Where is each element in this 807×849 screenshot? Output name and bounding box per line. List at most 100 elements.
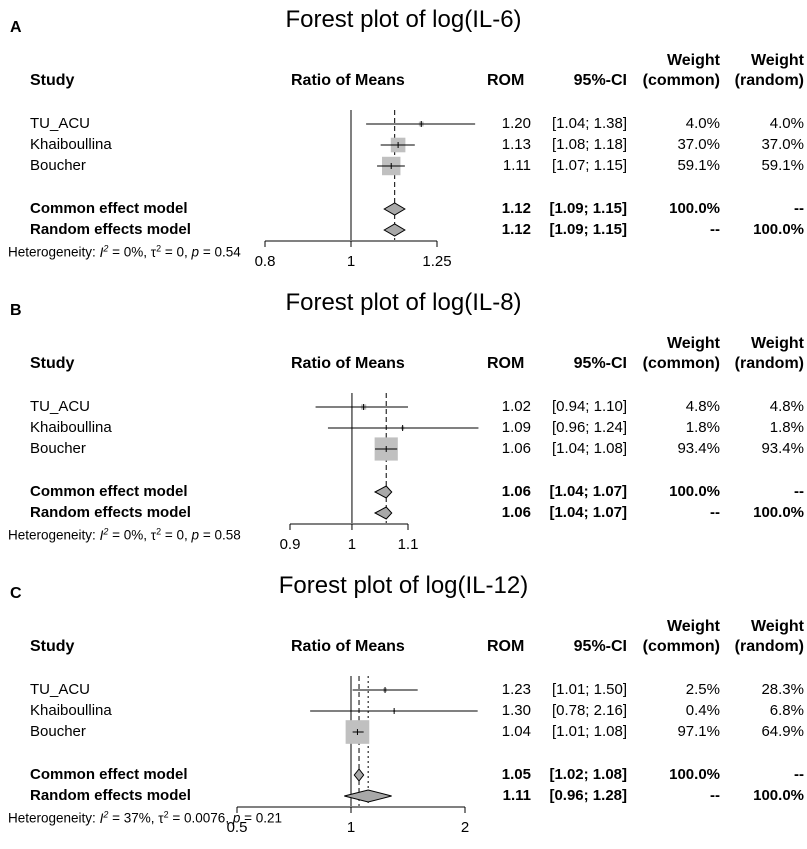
rom-value: 1.23 — [501, 681, 531, 698]
weight-common-value: 100.0% — [669, 483, 720, 500]
rom-value: 1.11 — [502, 787, 531, 804]
weight-common-value: 100.0% — [669, 766, 720, 783]
rom-value: 1.12 — [501, 221, 531, 238]
header-weight-random-2: (random) — [734, 638, 804, 655]
rom-value: 1.11 — [502, 157, 531, 174]
x-tick-label: 0.9 — [280, 536, 301, 553]
header-plot: Ratio of Means — [291, 355, 405, 372]
weight-random-value: 37.0% — [761, 136, 804, 153]
weight-common-value: -- — [710, 221, 720, 238]
header-plot: Ratio of Means — [291, 72, 405, 89]
study-name: TU_ACU — [30, 115, 91, 132]
header-ci: 95%-CI — [573, 355, 627, 372]
x-tick-label: 1 — [347, 253, 355, 270]
weight-common-value: 93.4% — [677, 440, 720, 457]
weight-random-value: 4.0% — [769, 115, 804, 132]
header-weight-random-1: Weight — [750, 618, 804, 635]
heterogeneity-text: Heterogeneity: I2 = 0%, τ2 = 0, p = 0.54 — [8, 243, 241, 260]
header-rom: ROM — [487, 72, 525, 89]
ci-value: [1.04; 1.07] — [549, 483, 627, 500]
study-name: Boucher — [30, 440, 86, 457]
header-weight-common-2: (common) — [642, 355, 720, 372]
plot-title: Forest plot of log(IL-8) — [285, 289, 522, 316]
weight-common-value: 0.4% — [685, 702, 720, 719]
weight-random-value: -- — [794, 200, 804, 217]
ci-value: [1.09; 1.15] — [549, 200, 627, 217]
weight-common-value: 97.1% — [677, 723, 720, 740]
panel-letter: B — [10, 302, 22, 319]
header-weight-common-2: (common) — [642, 72, 720, 89]
x-tick-label: 1.1 — [398, 536, 419, 553]
weight-random-value: 100.0% — [753, 504, 804, 521]
header-study: Study — [30, 638, 75, 655]
weight-common-value: 37.0% — [677, 136, 720, 153]
weight-random-value: -- — [794, 766, 804, 783]
forest-panel-a: A Forest plot of log(IL-6) Study Ratio of M… — [0, 0, 807, 283]
model-name: Common effect model — [30, 483, 188, 500]
header-plot: Ratio of Means — [291, 638, 405, 655]
forest-plot-svg: 0.8 1 1.25 — [255, 110, 476, 270]
header-weight-common-1: Weight — [666, 618, 720, 635]
weight-common-value: -- — [710, 787, 720, 804]
ci-value: [0.96; 1.28] — [549, 787, 627, 804]
plot-title: Forest plot of log(IL-6) — [285, 6, 522, 33]
header-study: Study — [30, 72, 75, 89]
ci-value: [1.02; 1.08] — [549, 766, 627, 783]
header-rom: ROM — [487, 638, 525, 655]
weight-random-value: 1.8% — [769, 419, 804, 436]
header-weight-random-1: Weight — [750, 52, 804, 69]
model-name: Random effects model — [30, 221, 191, 238]
header-weight-random-1: Weight — [750, 335, 804, 352]
forest-panel-c: C Forest plot of log(IL-12) Study Ratio of … — [0, 566, 807, 849]
weight-random-value: 64.9% — [761, 723, 804, 740]
rom-value: 1.30 — [501, 702, 531, 719]
weight-random-value: 4.8% — [769, 398, 804, 415]
header-weight-random-2: (random) — [734, 355, 804, 372]
study-name: TU_ACU — [30, 398, 91, 415]
x-tick-label: 1.25 — [422, 253, 451, 270]
ci-value: [1.04; 1.07] — [549, 504, 627, 521]
header-rom: ROM — [487, 355, 525, 372]
header-study: Study — [30, 355, 75, 372]
ci-value: [1.04; 1.38] — [551, 115, 627, 132]
weight-common-value: 4.0% — [685, 115, 720, 132]
model-name: Common effect model — [30, 200, 188, 217]
weight-common-value: 1.8% — [685, 419, 720, 436]
ci-value: [0.94; 1.10] — [551, 398, 627, 415]
weight-random-value: 93.4% — [761, 440, 804, 457]
model-diamond — [373, 506, 393, 520]
study-name: TU_ACU — [30, 681, 91, 698]
model-diamond — [353, 768, 365, 782]
header-weight-common-1: Weight — [666, 52, 720, 69]
study-name: Boucher — [30, 157, 86, 174]
model-diamond — [383, 223, 406, 237]
ci-value: [0.96; 1.24] — [551, 419, 627, 436]
study-name: Boucher — [30, 723, 86, 740]
weight-random-value: 59.1% — [761, 157, 804, 174]
rom-value: 1.06 — [501, 483, 531, 500]
ci-value: [1.01; 1.08] — [551, 723, 627, 740]
forest-panel-b: B Forest plot of log(IL-8) Study Ratio of M… — [0, 283, 807, 566]
weight-random-value: 28.3% — [761, 681, 804, 698]
ci-value: [1.07; 1.15] — [551, 157, 627, 174]
panel-letter: A — [10, 19, 22, 36]
weight-random-value: 6.8% — [769, 702, 804, 719]
rom-value: 1.13 — [501, 136, 531, 153]
weight-common-value: -- — [710, 504, 720, 521]
x-tick-label: 2 — [461, 819, 469, 836]
ci-value: [1.08; 1.18] — [551, 136, 627, 153]
rom-value: 1.06 — [501, 504, 531, 521]
header-ci: 95%-CI — [573, 638, 627, 655]
rom-value: 1.06 — [501, 440, 531, 457]
weight-common-value: 100.0% — [669, 200, 720, 217]
header-weight-common-2: (common) — [642, 638, 720, 655]
study-name: Khaiboullina — [30, 419, 112, 436]
weight-random-value: 100.0% — [753, 787, 804, 804]
heterogeneity-text: Heterogeneity: I2 = 37%, τ2 = 0.0076, p … — [8, 809, 283, 826]
panel-letter: C — [10, 585, 22, 602]
rom-value: 1.20 — [501, 115, 531, 132]
ci-value: [1.01; 1.50] — [551, 681, 627, 698]
rom-value: 1.05 — [501, 766, 531, 783]
study-name: Khaiboullina — [30, 136, 112, 153]
weight-common-value: 2.5% — [685, 681, 720, 698]
